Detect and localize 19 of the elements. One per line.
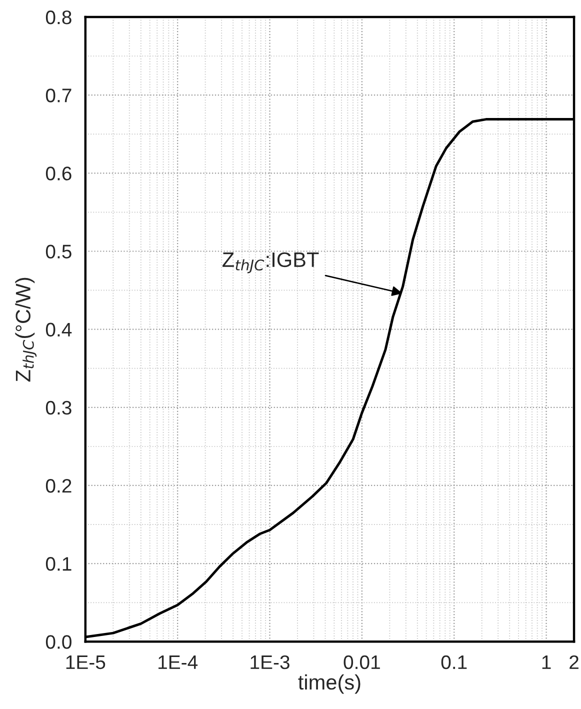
y-tick-label: 0.1 (46, 557, 72, 571)
annotation: Z$_{thJC}$:IGBT (222, 252, 319, 274)
y-tick-label: 0.2 (46, 478, 72, 493)
x-tick-label: 1E-3 (250, 655, 290, 670)
y-tick-label: 0.6 (46, 166, 72, 180)
x-tick-label: 1 (542, 656, 551, 669)
x-axis-title: time(s) (298, 674, 360, 694)
y-tick-label: 0.5 (46, 244, 72, 258)
x-tick-label: 0.1 (441, 655, 467, 670)
x-tick-label: 1E-5 (66, 656, 106, 670)
x-tick-label: 0.01 (344, 655, 380, 670)
y-axis-title: Z$_{thJC}$(°C/W) (15, 278, 37, 382)
x-tick-label: 2 (570, 655, 578, 669)
y-tick-label: 0.3 (46, 400, 72, 415)
y-tick-label: 0.7 (46, 88, 72, 102)
y-tick-label: 0.8 (46, 10, 72, 24)
y-tick-label: 0.0 (46, 635, 72, 649)
x-tick-label: 1E-4 (158, 656, 198, 669)
y-tick-label: 0.4 (46, 322, 72, 337)
